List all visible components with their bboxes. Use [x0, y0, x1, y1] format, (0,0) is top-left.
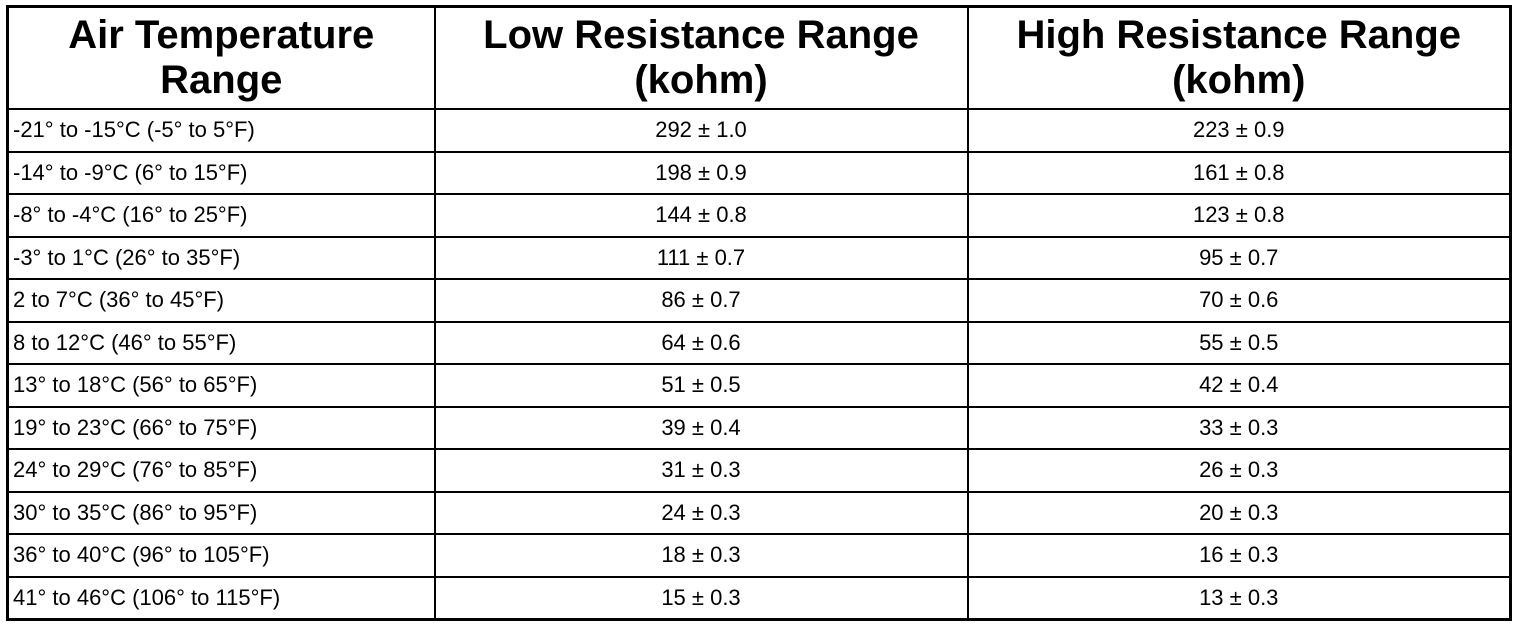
table-row: 30° to 35°C (86° to 95°F) 24 ± 0.3 20 ± 0.… [6, 490, 1512, 535]
table-cell: 19° to 23°C (66° to 75°F) [6, 405, 436, 450]
header-cell: High Resistance Range (kohm) [966, 5, 1512, 110]
table-row: -8° to -4°C (16° to 25°F) 144 ± 0.8 123 ± … [6, 193, 1512, 238]
table-cell: -8° to -4°C (16° to 25°F) [6, 193, 436, 238]
table-row: -21° to -15°C (-5° to 5°F) 292 ± 1.0 223 ±… [6, 108, 1512, 153]
table-cell: 33 ± 0.3 [966, 405, 1512, 450]
table-cell: 70 ± 0.6 [966, 278, 1512, 323]
table-row: 13° to 18°C (56° to 65°F) 51 ± 0.5 42 ± 0.… [6, 363, 1512, 408]
table-cell: 20 ± 0.3 [966, 490, 1512, 535]
table-cell: 41° to 46°C (106° to 115°F) [6, 575, 436, 621]
table-cell: 144 ± 0.8 [433, 193, 969, 238]
resistance-table: Air Temperature Range Low Resistance Rang… [6, 5, 1512, 621]
table-cell: 64 ± 0.6 [433, 320, 969, 365]
table-cell: 55 ± 0.5 [966, 320, 1512, 365]
table-cell: 161 ± 0.8 [966, 150, 1512, 195]
table-row: -3° to 1°C (26° to 35°F) 111 ± 0.7 95 ± 0.… [6, 235, 1512, 280]
table-cell: 198 ± 0.9 [433, 150, 969, 195]
table-cell: 13 ± 0.3 [966, 575, 1512, 621]
table-body: -21° to -15°C (-5° to 5°F) 292 ± 1.0 223 ±… [6, 108, 1512, 621]
table-row: -14° to -9°C (6° to 15°F) 198 ± 0.9 161 ± … [6, 150, 1512, 195]
table-cell: 292 ± 1.0 [433, 108, 969, 153]
table-cell: 18 ± 0.3 [433, 533, 969, 578]
table-row: 36° to 40°C (96° to 105°F) 18 ± 0.3 16 ± 0… [6, 533, 1512, 578]
table-cell: 13° to 18°C (56° to 65°F) [6, 363, 436, 408]
table-cell: 30° to 35°C (86° to 95°F) [6, 490, 436, 535]
table-cell: 31 ± 0.3 [433, 448, 969, 493]
table-row: 19° to 23°C (66° to 75°F) 39 ± 0.4 33 ± 0.… [6, 405, 1512, 450]
table-cell: 16 ± 0.3 [966, 533, 1512, 578]
table-cell: 24 ± 0.3 [433, 490, 969, 535]
table-cell: 51 ± 0.5 [433, 363, 969, 408]
table-cell: 95 ± 0.7 [966, 235, 1512, 280]
table-cell: 15 ± 0.3 [433, 575, 969, 621]
table-cell: 36° to 40°C (96° to 105°F) [6, 533, 436, 578]
table-cell: 24° to 29°C (76° to 85°F) [6, 448, 436, 493]
table-cell: 26 ± 0.3 [966, 448, 1512, 493]
table-row: 24° to 29°C (76° to 85°F) 31 ± 0.3 26 ± 0.… [6, 448, 1512, 493]
table-cell: 2 to 7°C (36° to 45°F) [6, 278, 436, 323]
table-row: 41° to 46°C (106° to 115°F) 15 ± 0.3 13 ± … [6, 575, 1512, 621]
table-cell: -21° to -15°C (-5° to 5°F) [6, 108, 436, 153]
table-row: 8 to 12°C (46° to 55°F) 64 ± 0.6 55 ± 0.5 [6, 320, 1512, 365]
table-cell: -14° to -9°C (6° to 15°F) [6, 150, 436, 195]
table-cell: -3° to 1°C (26° to 35°F) [6, 235, 436, 280]
table-cell: 39 ± 0.4 [433, 405, 969, 450]
table-cell: 223 ± 0.9 [966, 108, 1512, 153]
table-row: 2 to 7°C (36° to 45°F) 86 ± 0.7 70 ± 0.6 [6, 278, 1512, 323]
table-cell: 8 to 12°C (46° to 55°F) [6, 320, 436, 365]
table-cell: 123 ± 0.8 [966, 193, 1512, 238]
header-cell: Low Resistance Range (kohm) [433, 5, 969, 110]
table-cell: 42 ± 0.4 [966, 363, 1512, 408]
header-cell: Air Temperature Range [6, 5, 436, 110]
header-row: Air Temperature Range Low Resistance Rang… [6, 5, 1512, 110]
table-cell: 86 ± 0.7 [433, 278, 969, 323]
table-cell: 111 ± 0.7 [433, 235, 969, 280]
